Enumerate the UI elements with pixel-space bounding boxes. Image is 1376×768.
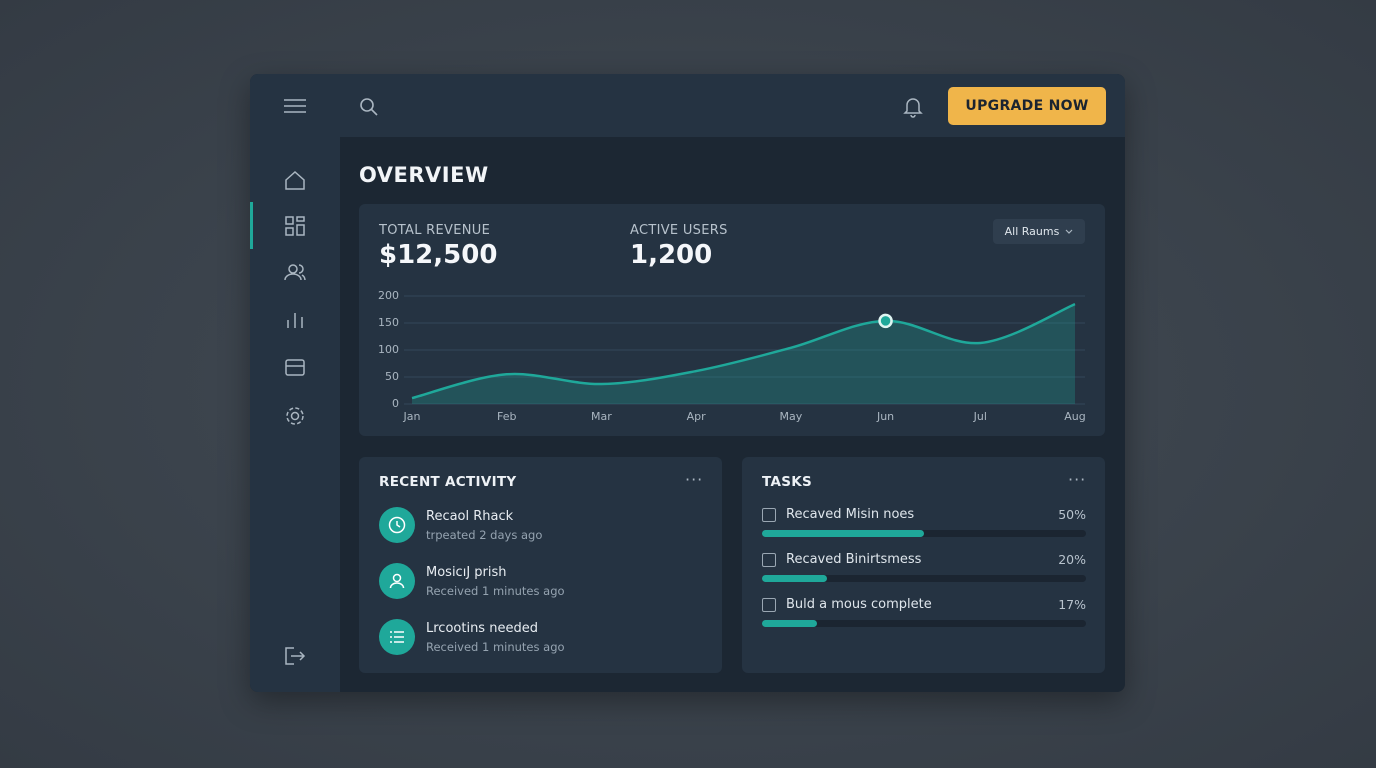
task-checkbox[interactable] bbox=[762, 598, 776, 612]
activity-title[interactable]: Recaol Rhack bbox=[426, 509, 514, 524]
activity-glyph bbox=[390, 631, 404, 643]
task-checkbox[interactable] bbox=[762, 508, 776, 522]
progress-bar bbox=[762, 530, 924, 537]
analytics-icon[interactable] bbox=[287, 313, 303, 328]
more-menu[interactable]: ··· bbox=[1068, 470, 1087, 489]
activity-title[interactable]: Lrcootins needed bbox=[426, 621, 538, 636]
task-label: Recaved Binirtsmess bbox=[786, 552, 922, 567]
task-percent: 20% bbox=[1058, 552, 1086, 567]
more-menu[interactable]: ··· bbox=[685, 470, 704, 489]
activity-card: RECENT ACTIVITY ··· Recaol Rhack trpeated… bbox=[359, 457, 722, 673]
tasks-card: TASKS ··· Recaved Misin noes 50% Recaved B… bbox=[742, 457, 1105, 673]
activity-icon bbox=[379, 563, 415, 599]
task-percent: 17% bbox=[1058, 597, 1086, 612]
task-percent: 50% bbox=[1058, 507, 1086, 522]
chart-card: TOTAL REVENUE $12,500 ACTIVE USERS 1,200… bbox=[359, 204, 1105, 436]
top-bar: UPGRADE NOW bbox=[250, 74, 1125, 137]
activity-icon bbox=[379, 507, 415, 543]
card-title: TASKS bbox=[762, 474, 813, 490]
page-title: OVERVIEW bbox=[359, 163, 489, 187]
users-icon[interactable] bbox=[284, 264, 306, 281]
stat-label: TOTAL REVENUE bbox=[379, 223, 491, 238]
sidebar bbox=[250, 137, 340, 692]
home-icon[interactable] bbox=[285, 170, 305, 190]
chevron-icon bbox=[1065, 229, 1073, 234]
y-tick-label: 200 bbox=[378, 289, 399, 302]
card-title: RECENT ACTIVITY bbox=[379, 474, 517, 490]
activity-subtitle: trpeated 2 days ago bbox=[426, 528, 543, 542]
y-tick-label: 100 bbox=[378, 343, 399, 356]
settings-icon[interactable] bbox=[286, 407, 304, 425]
progress-track bbox=[762, 530, 1086, 537]
highlight-point bbox=[878, 313, 893, 329]
dashboard-icon[interactable] bbox=[285, 216, 305, 236]
x-tick-label: Feb bbox=[497, 410, 516, 423]
x-tick-label: Jan bbox=[403, 410, 421, 423]
app-window: UPGRADE NOW OVERVIEW TOTAL REVENUE $12,5… bbox=[250, 74, 1125, 692]
x-tick-label: Jul bbox=[973, 410, 987, 423]
activity-icon bbox=[379, 619, 415, 655]
search-icon[interactable] bbox=[359, 97, 379, 117]
upgrade-button[interactable]: UPGRADE NOW bbox=[948, 87, 1106, 125]
chart: 0 50 100 150 200 Jan Feb Mar Apr May Jun Jul Aug bbox=[378, 289, 1086, 423]
activity-subtitle: Received 1 minutes ago bbox=[426, 640, 565, 654]
progress-track bbox=[762, 620, 1086, 627]
progress-bar bbox=[762, 575, 827, 582]
x-tick-label: Mar bbox=[591, 410, 612, 423]
area-fill bbox=[412, 304, 1075, 404]
calendar-icon[interactable] bbox=[285, 359, 305, 376]
task-label: Recaved Misin noes bbox=[786, 507, 915, 522]
logout-icon[interactable] bbox=[285, 647, 306, 665]
active-indicator bbox=[250, 202, 253, 249]
stat-label: ACTIVE USERS bbox=[630, 223, 728, 238]
activity-glyph bbox=[389, 573, 405, 589]
activity-subtitle: Received 1 minutes ago bbox=[426, 584, 565, 598]
sidebar-icons bbox=[250, 170, 306, 665]
y-tick-label: 0 bbox=[392, 397, 399, 410]
x-tick-label: Apr bbox=[687, 410, 707, 423]
activity-title[interactable]: MosicıJ prish bbox=[426, 565, 507, 580]
x-tick-label: Jun bbox=[876, 410, 894, 423]
y-tick-label: 50 bbox=[385, 370, 399, 383]
x-tick-label: May bbox=[779, 410, 802, 423]
notification-icon[interactable] bbox=[903, 96, 923, 118]
y-tick-label: 150 bbox=[378, 316, 399, 329]
activity-glyph bbox=[388, 516, 406, 534]
progress-bar bbox=[762, 620, 818, 627]
task-label: Buld a mous complete bbox=[786, 597, 932, 612]
filter-label: All Raums bbox=[1004, 225, 1060, 238]
stat-value: $12,500 bbox=[379, 240, 498, 270]
progress-track bbox=[762, 575, 1086, 582]
stat-value: 1,200 bbox=[630, 240, 713, 270]
line bbox=[411, 302, 1076, 400]
x-tick-label: Aug bbox=[1064, 410, 1085, 423]
filter-dropdown[interactable]: All Raums bbox=[993, 219, 1085, 244]
menu-icon[interactable] bbox=[284, 98, 306, 114]
task-checkbox[interactable] bbox=[762, 553, 776, 567]
